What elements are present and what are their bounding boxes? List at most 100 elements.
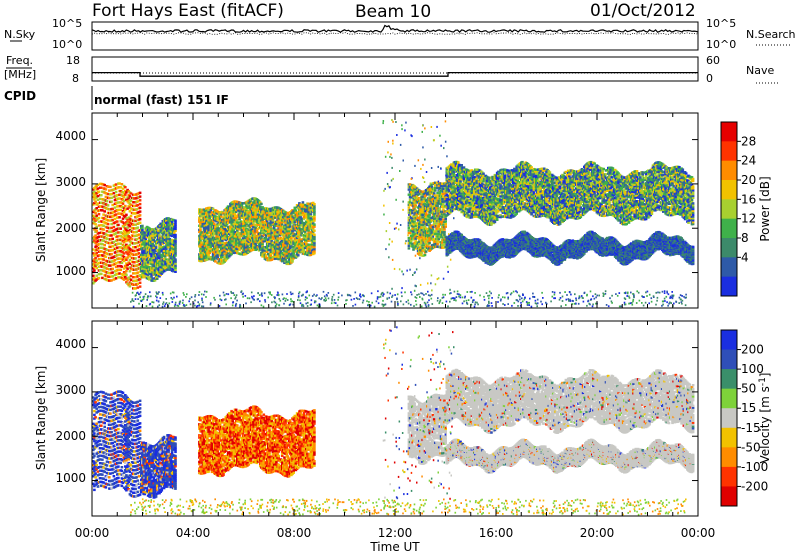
data-cell xyxy=(174,236,177,238)
data-cell xyxy=(428,214,431,216)
data-cell xyxy=(102,240,105,242)
data-cell xyxy=(313,203,316,205)
data-cell xyxy=(135,231,138,233)
data-cell xyxy=(111,271,114,273)
data-cell xyxy=(125,191,128,193)
data-cell xyxy=(132,272,135,274)
data-cell xyxy=(119,269,122,271)
data-cell xyxy=(98,217,101,219)
data-cell xyxy=(454,178,457,180)
data-cell xyxy=(230,253,233,255)
data-cell xyxy=(97,202,100,204)
data-cell xyxy=(303,222,306,224)
data-cell xyxy=(169,240,172,242)
data-cell xyxy=(116,194,119,196)
data-cell xyxy=(130,200,133,202)
data-cell xyxy=(110,234,113,236)
data-cell xyxy=(94,234,97,236)
data-cell xyxy=(442,208,445,210)
data-cell xyxy=(441,229,444,231)
data-cell xyxy=(103,244,106,246)
data-cell xyxy=(167,217,170,219)
data-cell xyxy=(94,223,97,225)
data-cell xyxy=(141,225,144,227)
data-cell xyxy=(291,260,294,262)
noise-left-tick-bottom: 10^0 xyxy=(52,38,82,51)
data-cell xyxy=(442,188,445,190)
noise-sky-series xyxy=(92,26,698,33)
data-cell xyxy=(436,197,439,199)
data-cell xyxy=(137,286,140,288)
data-cell xyxy=(174,224,177,226)
station-title: Fort Hays East (fitACF) xyxy=(92,1,284,21)
data-cell xyxy=(408,247,411,249)
data-cell xyxy=(141,227,144,229)
data-cell xyxy=(436,192,439,194)
data-cell xyxy=(415,222,418,224)
data-cell xyxy=(466,169,469,171)
data-cell xyxy=(139,285,142,287)
data-cell xyxy=(240,220,243,222)
data-cell xyxy=(155,246,158,248)
data-cell xyxy=(220,215,223,217)
data-cell xyxy=(111,208,114,210)
data-cell xyxy=(174,220,177,222)
data-cell xyxy=(441,241,444,243)
data-cell xyxy=(130,275,133,277)
data-cell xyxy=(130,204,133,206)
data-cell xyxy=(310,233,313,235)
data-cell xyxy=(134,257,137,259)
data-cell xyxy=(123,260,126,262)
data-cell xyxy=(213,223,216,225)
data-cell xyxy=(254,243,257,245)
data-cell xyxy=(95,275,98,277)
data-cell xyxy=(138,252,141,254)
data-cell xyxy=(133,242,136,244)
data-cell xyxy=(114,218,117,220)
nave-label: Nave xyxy=(746,64,774,77)
data-cell xyxy=(98,213,101,215)
data-cell xyxy=(110,279,113,281)
data-cell xyxy=(218,227,221,229)
data-cell xyxy=(235,239,238,241)
data-cell xyxy=(117,201,120,203)
date-label: 01/Oct/2012 xyxy=(590,1,696,21)
beam-label: Beam 10 xyxy=(355,2,431,22)
data-cell xyxy=(442,218,445,220)
data-cell xyxy=(93,277,96,279)
data-cell xyxy=(234,231,237,233)
data-cell xyxy=(114,259,117,261)
data-cell xyxy=(235,215,238,217)
data-cell xyxy=(313,223,316,225)
data-cell xyxy=(122,218,125,220)
data-cell xyxy=(296,247,299,249)
data-cell xyxy=(106,249,109,251)
data-cell xyxy=(462,203,465,205)
data-cell xyxy=(115,191,118,193)
data-cell xyxy=(421,214,424,216)
data-cell xyxy=(174,234,177,236)
data-cell xyxy=(95,215,98,217)
data-cell xyxy=(417,194,420,196)
data-cell xyxy=(107,193,110,195)
data-cell xyxy=(410,196,413,198)
data-cell xyxy=(109,264,112,266)
data-cell xyxy=(110,200,113,202)
data-cell xyxy=(433,213,436,215)
data-cell xyxy=(139,222,142,224)
data-cell xyxy=(313,234,316,236)
data-cell xyxy=(431,219,434,221)
data-cell xyxy=(302,201,305,203)
data-cell xyxy=(454,191,457,193)
data-cell xyxy=(97,199,100,201)
data-cell xyxy=(97,187,100,189)
data-cell xyxy=(174,258,177,260)
data-cell xyxy=(111,268,114,270)
data-cell xyxy=(174,269,177,271)
data-cell xyxy=(137,245,140,247)
data-cell xyxy=(438,225,441,227)
data-cell xyxy=(132,224,135,226)
data-cell xyxy=(457,161,460,163)
data-cell xyxy=(98,221,101,223)
